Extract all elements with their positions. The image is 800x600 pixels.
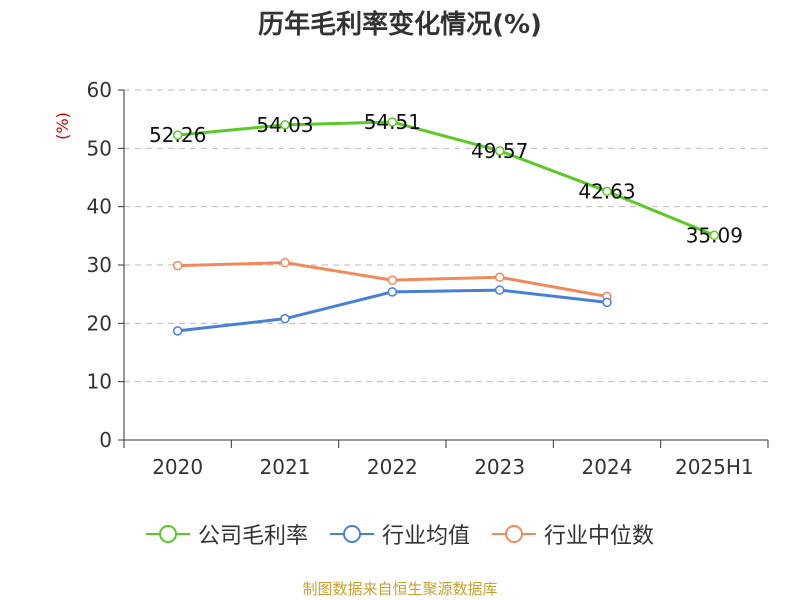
legend-line-marker-icon <box>145 525 190 543</box>
legend-item-industry-mean[interactable]: 行业均值 <box>329 518 470 550</box>
data-point <box>494 272 505 282</box>
chart-title: 历年毛利率变化情况(%) <box>258 10 542 40</box>
data-point <box>280 257 290 268</box>
legend-label: 公司毛利率 <box>197 524 308 549</box>
legend-item-industry-median[interactable]: 行业中位数 <box>492 518 654 550</box>
x-tick-label: 2024 <box>582 455 633 479</box>
y-axis-title: (%) <box>53 112 72 140</box>
legend: 公司毛利率 行业均值 行业中位数 <box>0 518 800 550</box>
data-point <box>172 130 183 140</box>
source-note: 制图数据来自恒生聚源数据库 <box>302 580 498 598</box>
data-point <box>387 117 398 127</box>
data-point <box>387 275 398 285</box>
data-point <box>280 120 290 130</box>
x-tick-label: 2022 <box>367 455 418 479</box>
data-point <box>494 285 505 295</box>
y-tick-label: 10 <box>87 370 112 394</box>
x-tick-label: 2023 <box>474 455 525 479</box>
series-line <box>177 120 715 237</box>
legend-label: 行业中位数 <box>544 524 655 549</box>
y-tick-label: 20 <box>87 311 112 335</box>
data-point <box>172 326 183 336</box>
data-point <box>172 260 183 271</box>
legend-item-company[interactable]: 公司毛利率 <box>145 518 308 550</box>
x-tick-label: 2025H1 <box>675 455 754 479</box>
y-tick-label: 60 <box>87 78 112 102</box>
data-label: 54.03 <box>256 113 313 137</box>
series-lines <box>172 117 720 336</box>
data-label: 35.09 <box>686 223 743 247</box>
data-point <box>494 146 505 156</box>
data-point <box>602 186 612 197</box>
legend-label: 行业均值 <box>381 524 470 549</box>
data-label: 49.57 <box>471 139 528 163</box>
y-tick-label: 0 <box>99 428 112 452</box>
data-point <box>280 313 290 324</box>
y-tick-label: 40 <box>87 195 112 219</box>
data-point <box>387 287 398 297</box>
x-tick-label: 2020 <box>152 455 203 479</box>
legend-line-marker-icon <box>329 525 374 543</box>
data-labels: 52.26 54.03 54.51 49.57 42.63 35.09 <box>149 110 743 247</box>
data-point <box>602 297 612 308</box>
data-label: 42.63 <box>578 179 635 203</box>
x-tick-label: 2021 <box>260 455 311 479</box>
y-tick-label: 50 <box>87 136 112 160</box>
axes: 0 10 20 30 40 50 60 2020 2021 2022 2023 2024 2025H1 <box>87 78 769 479</box>
data-label: 54.51 <box>364 110 421 134</box>
data-label: 52.26 <box>149 123 206 147</box>
grid-lines <box>124 89 768 383</box>
data-point <box>709 230 720 241</box>
legend-line-marker-icon <box>492 525 536 543</box>
y-tick-label: 30 <box>87 253 112 277</box>
